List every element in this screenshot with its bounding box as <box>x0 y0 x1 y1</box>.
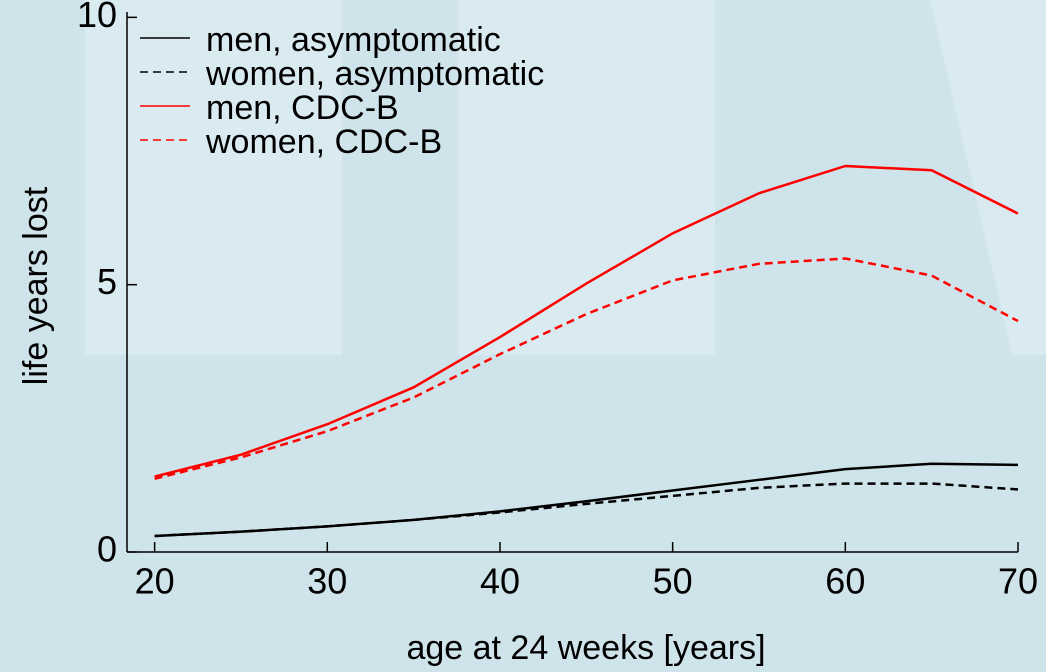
series-line <box>154 257 1019 480</box>
x-tick-label: 50 <box>653 561 693 602</box>
y-tick-label: 10 <box>77 0 117 35</box>
series-line <box>154 482 1019 538</box>
y-tick-label: 5 <box>97 261 117 302</box>
x-tick-label: 30 <box>307 561 347 602</box>
x-tick-label: 40 <box>480 561 520 602</box>
legend-label: men, CDC-B <box>206 89 399 127</box>
legend-label: women, asymptomatic <box>205 55 544 93</box>
y-tick-label: 0 <box>97 529 117 570</box>
x-tick-label: 70 <box>998 561 1038 602</box>
y-axis-label: life years lost <box>17 186 55 385</box>
series-line <box>154 164 1019 478</box>
x-tick-label: 60 <box>825 561 865 602</box>
background-shape <box>85 0 342 355</box>
legend-label: men, asymptomatic <box>206 21 501 59</box>
x-axis-label: age at 24 weeks [years] <box>406 629 765 667</box>
legend-label: women, CDC-B <box>205 123 442 161</box>
x-tick-label: 20 <box>135 561 175 602</box>
background-shape <box>458 0 715 355</box>
background-shape <box>930 0 1046 355</box>
